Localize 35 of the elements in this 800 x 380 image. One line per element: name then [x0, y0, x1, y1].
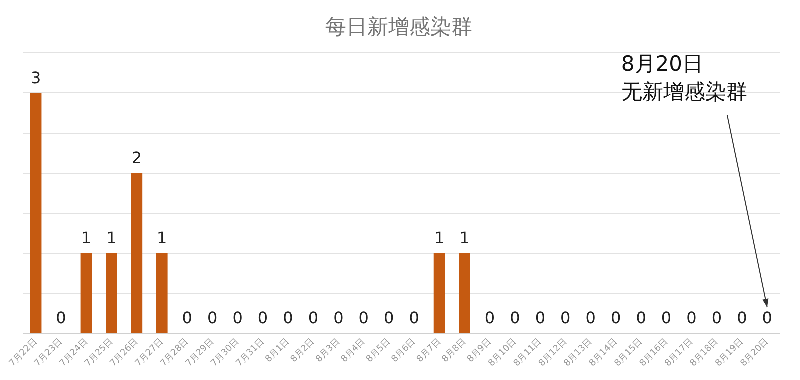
data-label: 3 [30, 68, 42, 88]
data-label: 0 [232, 308, 243, 328]
data-label: 0 [560, 308, 571, 328]
data-label: 0 [334, 308, 344, 328]
data-label: 0 [56, 308, 66, 328]
data-label: 0 [207, 308, 218, 328]
chart-title: 每日新增感染群 [326, 15, 472, 40]
data-label: 0 [737, 308, 748, 328]
data-label: 1 [460, 228, 470, 248]
data-label: 0 [358, 308, 369, 328]
data-label: 2 [132, 148, 142, 168]
data-label: 0 [712, 308, 722, 328]
data-label: 0 [409, 308, 420, 328]
data-label: 0 [510, 308, 520, 328]
data-label: 0 [586, 308, 596, 328]
data-label: 0 [258, 308, 268, 328]
data-label: 1 [106, 228, 117, 248]
data-label: 0 [484, 308, 496, 328]
data-label: 1 [81, 228, 92, 248]
data-label: 1 [157, 228, 168, 248]
data-label: 0 [308, 308, 319, 328]
data-label: 0 [762, 308, 772, 328]
data-label: 1 [434, 228, 445, 248]
data-label: 0 [686, 308, 697, 328]
data-label: 0 [283, 308, 294, 328]
annotation: 8月20日 [621, 52, 704, 76]
data-label: 0 [636, 308, 646, 328]
x-tick-label: 8月3日 [314, 337, 342, 365]
data-label: 0 [535, 308, 546, 328]
data-label: 0 [610, 308, 622, 328]
annotation: 无新增感染群 [621, 80, 748, 104]
data-label: 0 [384, 308, 394, 328]
data-label: 0 [661, 308, 672, 328]
data-label: 0 [182, 308, 192, 328]
x-tick-label: 8月8日 [440, 337, 469, 365]
